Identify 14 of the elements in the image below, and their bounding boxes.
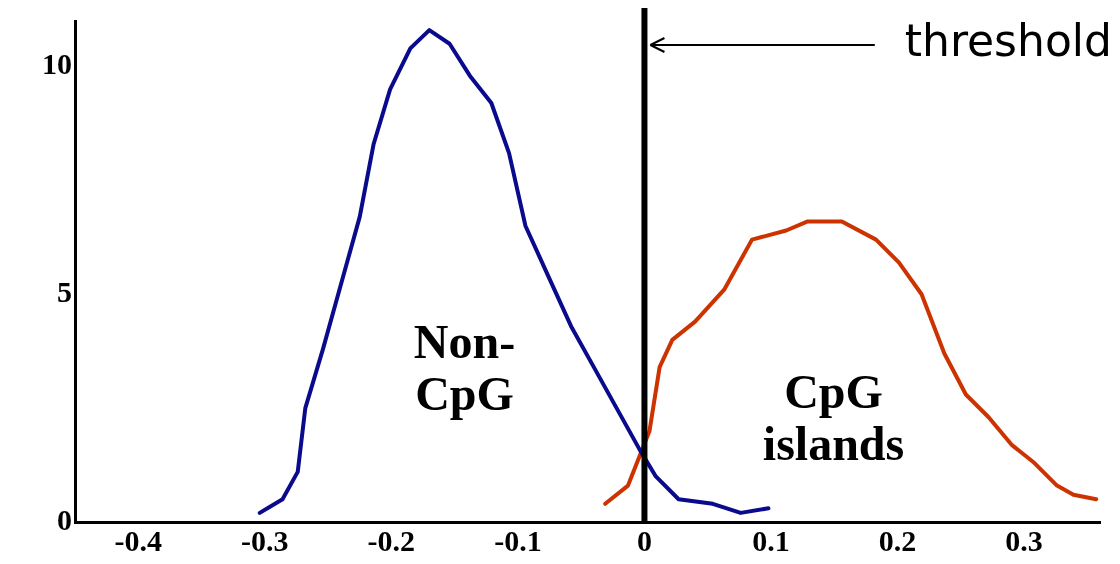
x-tick-label: -0.1	[494, 523, 542, 557]
x-tick-label: -0.2	[367, 523, 416, 557]
x-tick-label: -0.3	[241, 523, 289, 557]
x-tick-label: -0.4	[114, 523, 163, 557]
annotation: CpG islands	[762, 365, 905, 471]
y-tick-label: 10	[42, 47, 72, 81]
y-tick-label: 0	[57, 502, 72, 536]
x-tick-label: 0.3	[1005, 523, 1043, 557]
x-tick-label: 0.2	[878, 523, 917, 557]
annotation: Non- CpG	[413, 315, 516, 421]
y-tick-label: 5	[57, 275, 72, 309]
x-tick-label: 0.1	[752, 523, 790, 557]
x-tick-label: 0	[636, 523, 652, 557]
ref-line-label: threshold	[904, 15, 1112, 67]
